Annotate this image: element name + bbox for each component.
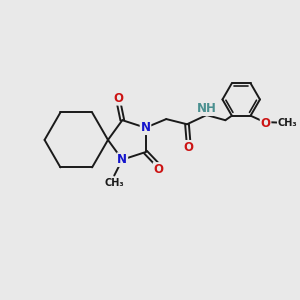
Text: O: O — [184, 141, 194, 154]
Text: N: N — [140, 121, 151, 134]
Text: O: O — [154, 163, 164, 176]
Text: CH₃: CH₃ — [278, 118, 297, 128]
Text: NH: NH — [197, 102, 217, 115]
Text: O: O — [114, 92, 124, 105]
Text: CH₃: CH₃ — [104, 178, 124, 188]
Text: N: N — [117, 153, 127, 166]
Text: O: O — [261, 117, 271, 130]
